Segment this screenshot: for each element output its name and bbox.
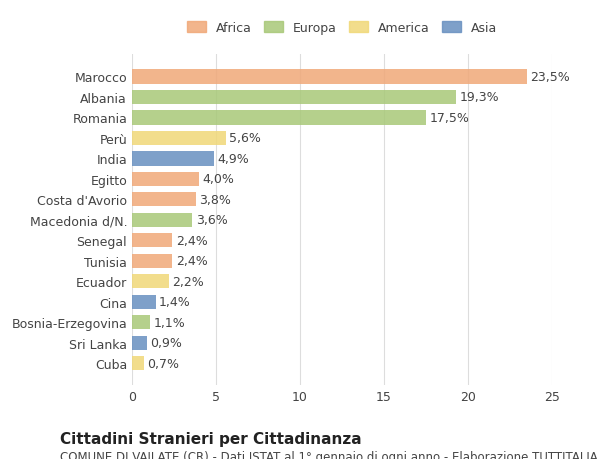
Text: Cittadini Stranieri per Cittadinanza: Cittadini Stranieri per Cittadinanza [60,431,362,447]
Bar [132,356,144,370]
Text: 3,8%: 3,8% [199,193,231,207]
Bar [132,274,169,289]
Bar [132,172,199,187]
Bar [132,70,527,84]
Text: COMUNE DI VAILATE (CR) - Dati ISTAT al 1° gennaio di ogni anno - Elaborazione TU: COMUNE DI VAILATE (CR) - Dati ISTAT al 1… [60,450,600,459]
Text: 1,4%: 1,4% [159,296,191,308]
Text: 4,0%: 4,0% [203,173,235,186]
Text: 0,7%: 0,7% [147,357,179,370]
Text: 23,5%: 23,5% [530,71,570,84]
Text: 2,4%: 2,4% [176,234,208,247]
Text: 19,3%: 19,3% [460,91,499,104]
Text: 0,9%: 0,9% [151,336,182,349]
Text: 4,9%: 4,9% [218,152,250,166]
Bar [132,254,172,269]
Bar [132,213,193,228]
Legend: Africa, Europa, America, Asia: Africa, Europa, America, Asia [183,18,501,39]
Text: 2,4%: 2,4% [176,255,208,268]
Bar [132,152,214,166]
Bar [132,131,226,146]
Text: 1,1%: 1,1% [154,316,185,329]
Bar [132,336,147,350]
Bar [132,295,155,309]
Bar [132,193,196,207]
Bar [132,90,456,105]
Bar [132,111,426,125]
Text: 5,6%: 5,6% [229,132,262,145]
Text: 17,5%: 17,5% [430,112,469,124]
Bar [132,234,172,248]
Text: 2,2%: 2,2% [172,275,204,288]
Bar [132,315,151,330]
Text: 3,6%: 3,6% [196,214,227,227]
